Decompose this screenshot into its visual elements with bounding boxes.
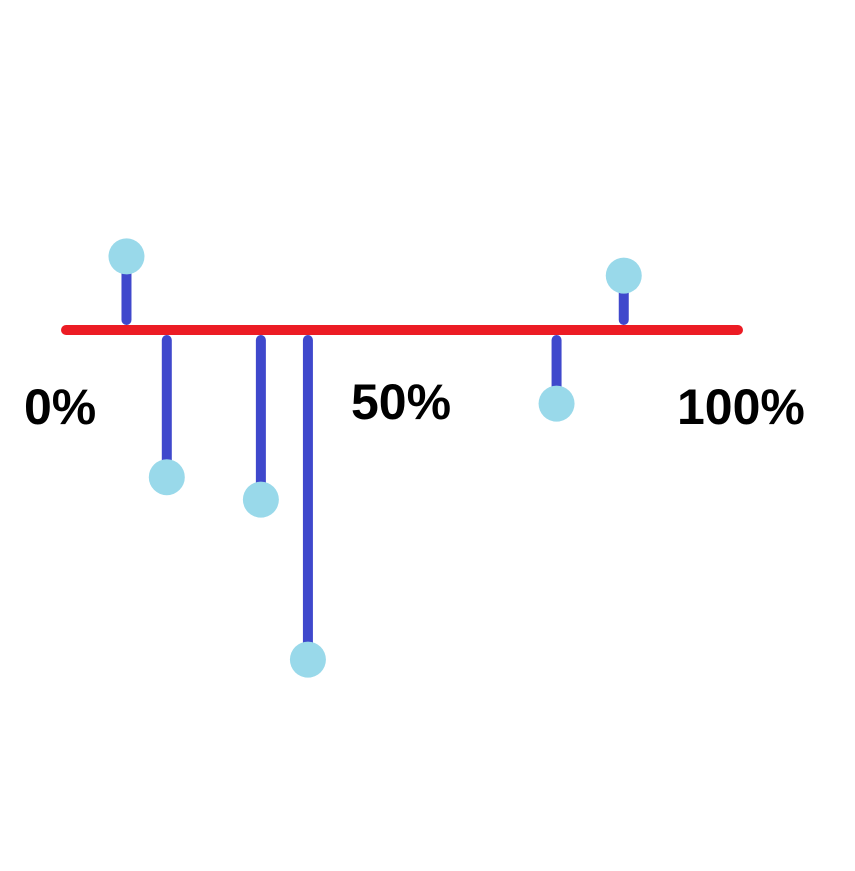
point-marker-3 (289, 641, 326, 678)
markers-layer (108, 238, 642, 678)
point-marker-1 (148, 459, 185, 496)
point-marker-0 (108, 238, 145, 275)
point-marker-2 (242, 481, 279, 518)
tick-labels: 0% 50% 100% (24, 374, 805, 435)
stems-layer (121, 251, 629, 665)
point-marker-4 (538, 385, 575, 422)
tick-label-100: 100% (677, 379, 805, 435)
point-marker-5 (605, 257, 642, 294)
tick-label-50: 50% (351, 374, 451, 430)
tick-label-0: 0% (24, 379, 96, 435)
